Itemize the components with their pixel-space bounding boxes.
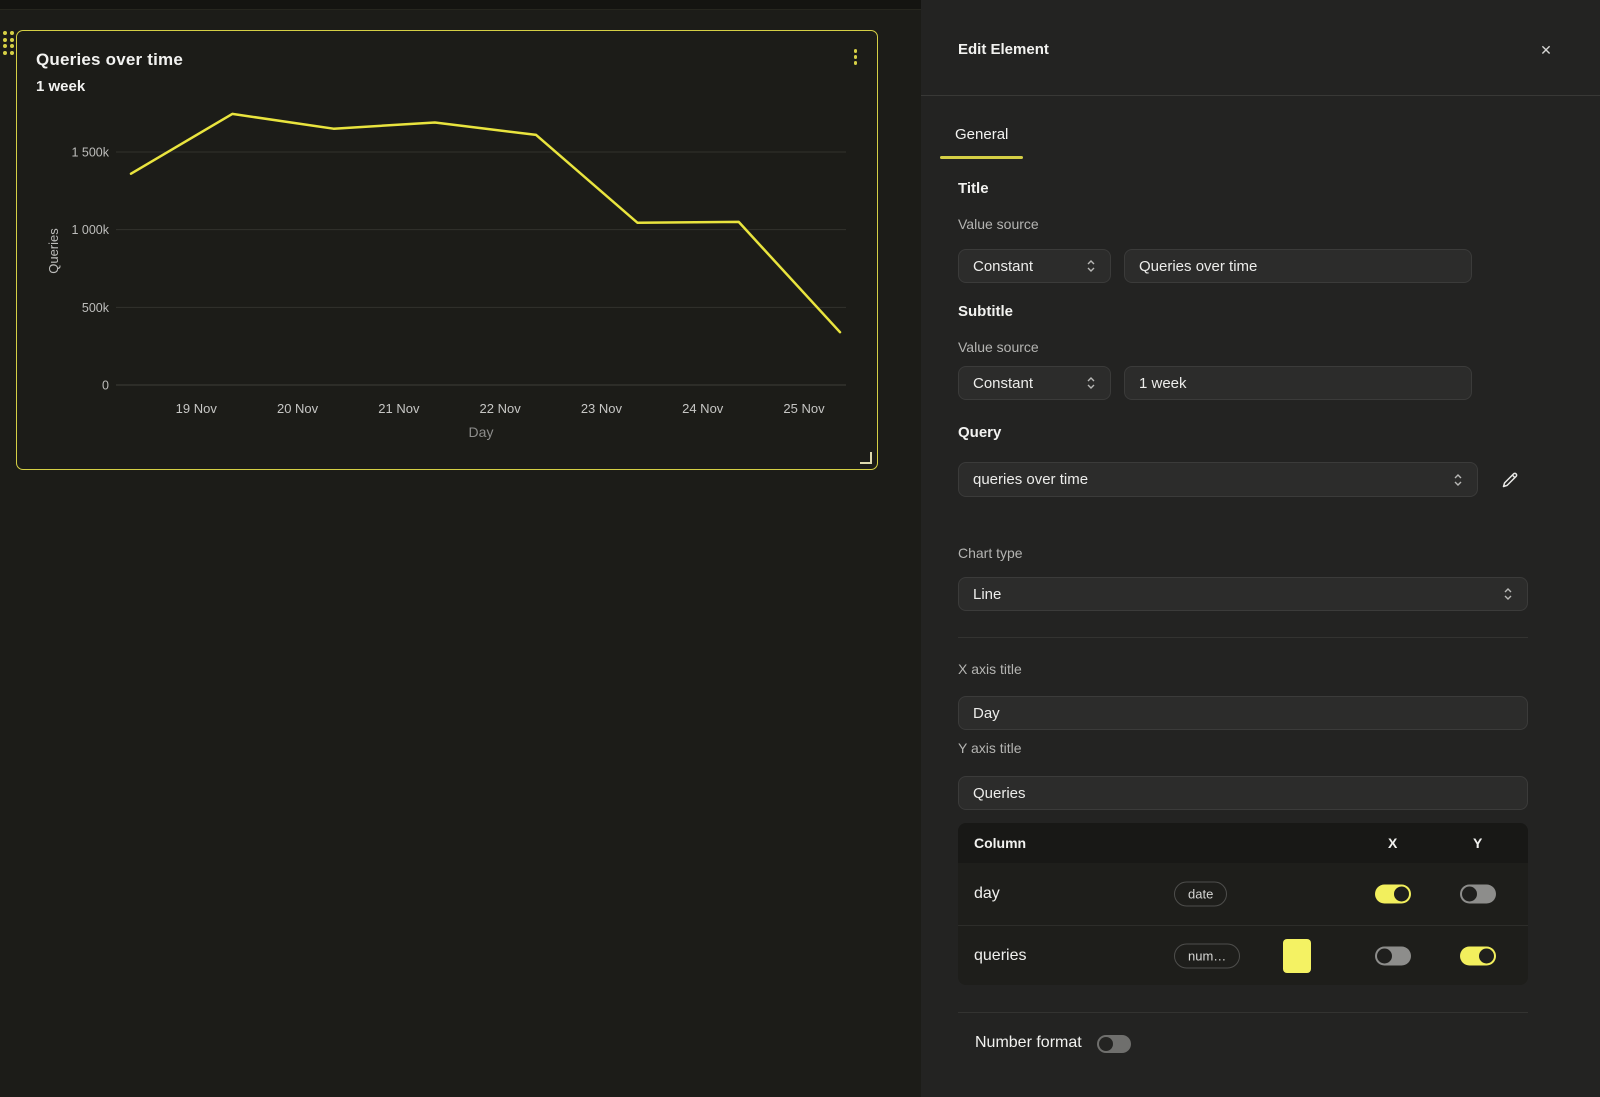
chevron-updown-icon: [1503, 587, 1513, 601]
resize-handle[interactable]: [860, 452, 872, 464]
section-divider: [958, 1012, 1528, 1013]
close-icon[interactable]: ✕: [1540, 41, 1552, 58]
panel-title: Edit Element: [958, 41, 1049, 58]
chevron-updown-icon: [1086, 376, 1096, 390]
x-axis-title: Day: [469, 424, 494, 440]
panel-header: Edit Element ✕: [921, 0, 1600, 96]
x-header: X: [1388, 835, 1398, 851]
tab-general[interactable]: General: [940, 118, 1024, 159]
column-name: queries: [974, 946, 1027, 964]
x-tick-label: 23 Nov: [581, 401, 623, 416]
column-name: day: [974, 885, 1000, 902]
number-format-label: Number format: [975, 1034, 1082, 1051]
x-axis-title-input[interactable]: [958, 696, 1528, 730]
tab-general-label: General: [955, 126, 1009, 143]
query-select-value: queries over time: [973, 471, 1089, 488]
title-source-value: Constant: [973, 257, 1034, 275]
queries-x-toggle[interactable]: [1375, 946, 1411, 965]
section-divider: [958, 637, 1528, 638]
title-value-input[interactable]: [1124, 249, 1472, 283]
x-tick-label: 19 Nov: [176, 401, 218, 416]
subtitle-source-value: Constant: [973, 374, 1034, 392]
queries-y-toggle[interactable]: [1460, 946, 1496, 965]
subtitle-heading: Subtitle: [958, 303, 1013, 320]
chart-type-value: Line: [973, 585, 1002, 603]
y-tick-label: 1 500k: [71, 146, 109, 160]
columns-table: Column X Y day date queries num…: [958, 823, 1528, 985]
line-chart-svg: 0 500k 1 000k 1 500k 19 Nov 20 Nov 21 Nov 22 No…: [46, 112, 846, 440]
column-header: Column: [974, 835, 1027, 851]
subtitle-source-select[interactable]: Constant: [958, 366, 1111, 400]
x-tick-label: 21 Nov: [378, 401, 420, 416]
chart-widget[interactable]: Queries over time 1 week 0 500k 1 000k 1 50…: [16, 30, 878, 470]
title-value-source-label: Value source: [958, 216, 1039, 232]
subtitle-value-input[interactable]: [1124, 366, 1472, 400]
widget-menu-icon[interactable]: [850, 45, 862, 69]
title-source-select[interactable]: Constant: [958, 249, 1111, 283]
chart-title: Queries over time: [36, 50, 184, 69]
columns-table-header: Column X Y: [958, 823, 1528, 863]
title-heading: Title: [958, 180, 989, 197]
chart-subtitle: 1 week: [36, 78, 86, 95]
table-row-queries: queries num…: [958, 925, 1528, 985]
edit-element-panel: Edit Element ✕ General Title Value sourc…: [921, 0, 1600, 1097]
chart-type-select[interactable]: Line: [958, 577, 1528, 611]
top-bar: [0, 0, 921, 10]
y-header: Y: [1473, 835, 1483, 851]
x-tick-label: 24 Nov: [682, 401, 724, 416]
x-tick-label: 20 Nov: [277, 401, 319, 416]
subtitle-value-source-label: Value source: [958, 339, 1039, 355]
chevron-updown-icon: [1086, 259, 1096, 273]
chevron-updown-icon: [1453, 473, 1463, 487]
y-tick-label: 500k: [82, 301, 110, 315]
x-tick-label: 22 Nov: [480, 401, 522, 416]
y-tick-label: 1 000k: [71, 223, 109, 237]
line-chart: 0 500k 1 000k 1 500k 19 Nov 20 Nov 21 Nov 22 No…: [17, 91, 877, 469]
day-x-toggle[interactable]: [1375, 884, 1411, 904]
y-axis-title-input[interactable]: [958, 776, 1528, 810]
series-color-swatch[interactable]: [1283, 938, 1311, 973]
y-axis-title-label: Y axis title: [958, 740, 1022, 756]
x-axis-title-label: X axis title: [958, 661, 1022, 677]
chart-type-label: Chart type: [958, 545, 1023, 561]
series-queries-line: [129, 112, 842, 334]
table-row-day: day date: [958, 863, 1528, 925]
y-axis-title: Queries: [46, 228, 61, 274]
day-y-toggle[interactable]: [1460, 884, 1496, 904]
drag-handle-icon[interactable]: [3, 31, 14, 55]
query-heading: Query: [958, 424, 1002, 441]
type-badge: num…: [1174, 943, 1241, 968]
type-badge: date: [1174, 881, 1228, 907]
edit-query-pencil-icon[interactable]: [1498, 468, 1522, 492]
y-tick-label: 0: [102, 379, 109, 393]
dashboard-canvas[interactable]: Queries over time 1 week 0 500k 1 000k 1 50…: [0, 0, 921, 1097]
number-format-toggle[interactable]: [1097, 1035, 1131, 1053]
x-tick-label: 25 Nov: [783, 401, 825, 416]
query-select[interactable]: queries over time: [958, 462, 1478, 497]
